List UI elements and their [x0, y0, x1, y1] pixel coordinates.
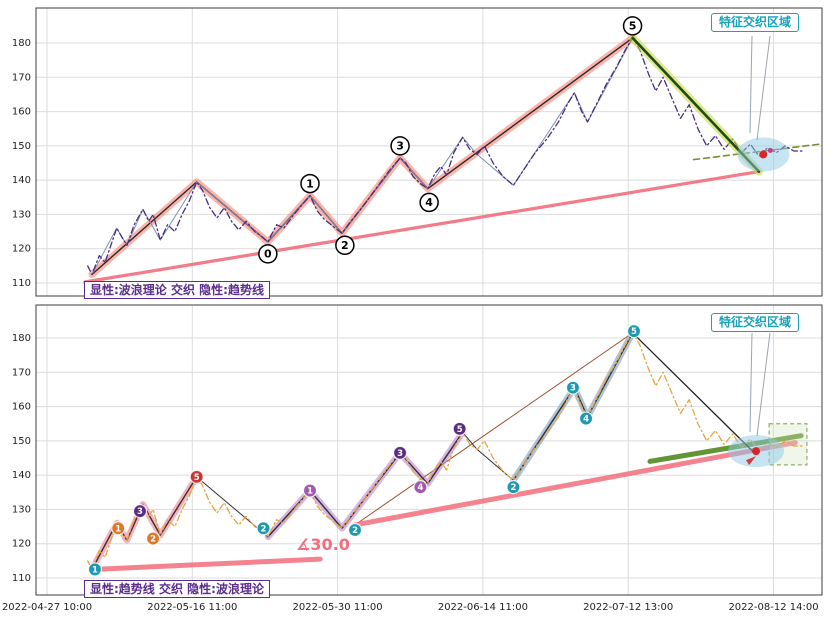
y-tick-label: 180: [12, 333, 31, 344]
legend-label-bottom: 显性:趋势线 交织 隐性:波浪理论: [84, 580, 270, 598]
callout-leader-bottom: [756, 332, 771, 437]
bottom-panel-bg: [36, 305, 822, 595]
subwave-ball-5: 5: [452, 421, 467, 436]
subwave-ball-label: 2: [261, 524, 267, 534]
wave-circle-2: 2: [335, 235, 355, 256]
y-tick-label: 150: [12, 436, 31, 447]
y-tick-label: 120: [12, 539, 31, 550]
y-tick-label: 130: [12, 504, 31, 515]
subwave-ball-label: 2: [352, 526, 358, 536]
callout-leader-bottom: [749, 332, 753, 433]
y-tick-label: 110: [12, 573, 31, 584]
wave-circle-label: 5: [629, 20, 637, 33]
subwave-ball-label: 2: [510, 483, 516, 493]
subwave-ball-label: 2: [150, 535, 156, 545]
subwave-ball-2: 2: [347, 522, 363, 538]
arrow-marker-bottom: [746, 456, 757, 466]
wave-circle-1: 1: [300, 173, 320, 194]
y-tick-label: 140: [12, 175, 31, 186]
subwave-ball-5: 5: [626, 324, 642, 339]
subwave-ball-label: 5: [631, 327, 637, 337]
subwave-ball-label: 4: [417, 483, 423, 493]
legend-label-top: 显性:波浪理论 交织 隐性:趋势线: [84, 281, 270, 299]
wave-circle-4: 4: [419, 192, 439, 213]
y-tick-label: 130: [12, 209, 31, 220]
feature-zone-callout-bottom: 特征交织区域: [711, 313, 800, 332]
y-tick-label: 110: [12, 278, 31, 289]
wave-circle-5: 5: [622, 16, 643, 36]
trendline-main-bottom: [352, 440, 798, 528]
y-tick-label: 140: [12, 470, 31, 481]
subwave-ball-label: 3: [137, 507, 143, 517]
subwave-ball-4: 4: [578, 411, 594, 426]
feature-zone-callout-top: 特征交织区域: [711, 13, 800, 32]
subwave-ball-3: 3: [565, 380, 581, 395]
angle-annotation: ∡30.0: [296, 535, 350, 554]
y-tick-label: 160: [12, 107, 31, 118]
channel-line-bottom: [354, 332, 634, 526]
wave-circle-label: 4: [425, 196, 433, 209]
wave-circle-label: 0: [264, 248, 272, 261]
trendline-support-top: [83, 170, 761, 284]
subwave-ball-3: 3: [132, 504, 148, 519]
subwave-ball-label: 5: [457, 425, 463, 435]
x-tick-label: 2022-07-12 13:00: [583, 602, 673, 613]
y-tick-label: 160: [12, 402, 31, 413]
wave5-decline-line: [631, 36, 761, 173]
x-tick-label: 2022-08-12 14:00: [728, 602, 818, 613]
y-tick-label: 120: [12, 244, 31, 255]
bottom-panel-border: [35, 304, 823, 596]
trendline-early-bottom: [92, 556, 323, 572]
wave-circle-label: 3: [396, 140, 404, 153]
subwave-ball-2: 2: [145, 531, 161, 546]
top-panel-bg: [36, 8, 822, 296]
subwave-ball-label: 4: [583, 415, 589, 425]
convergence-dot-bottom: [752, 447, 761, 456]
x-tick-label: 2022-04-27 10:00: [2, 602, 92, 613]
subwave-ball-label: 1: [115, 524, 121, 534]
arrow-marker-top: [767, 147, 773, 153]
decline-line-bottom: [631, 332, 757, 456]
subwave-ball-1: 1: [302, 483, 318, 498]
subwave-ball-2: 2: [256, 521, 271, 536]
y-tick-label: 170: [12, 367, 31, 378]
y-tick-label: 180: [12, 38, 31, 49]
subwave-ball-label: 3: [397, 449, 403, 459]
wave-circle-0: 0: [258, 244, 278, 264]
subwave-ball-5: 5: [189, 469, 204, 484]
subwave-ball-4: 4: [413, 480, 428, 495]
subwave-ball-label: 5: [194, 473, 200, 483]
wave-circle-3: 3: [390, 136, 410, 156]
top-panel-border: [35, 7, 823, 297]
subwave-ball-3: 3: [392, 445, 408, 460]
y-tick-label: 150: [12, 141, 31, 152]
callout-leader-top: [756, 35, 771, 141]
convergence-dot-top: [759, 150, 768, 159]
y-tick-label: 170: [12, 72, 31, 83]
wave-circle-label: 2: [341, 239, 349, 252]
subwave-ball-1: 1: [87, 562, 103, 577]
subwave-ball-label: 3: [570, 384, 576, 394]
wave-circle-label: 1: [306, 177, 314, 190]
callout-leader-top: [749, 35, 753, 134]
subwave-ball-2: 2: [506, 480, 521, 495]
subwave-ball-label: 1: [307, 487, 313, 497]
x-tick-label: 2022-05-16 11:00: [147, 602, 237, 613]
x-tick-label: 2022-05-30 11:00: [293, 602, 383, 613]
subwave-ball-label: 1: [92, 565, 98, 575]
x-tick-label: 2022-06-14 11:00: [438, 602, 528, 613]
subwave-ball-1: 1: [111, 521, 126, 536]
price-line-top: [87, 37, 804, 276]
